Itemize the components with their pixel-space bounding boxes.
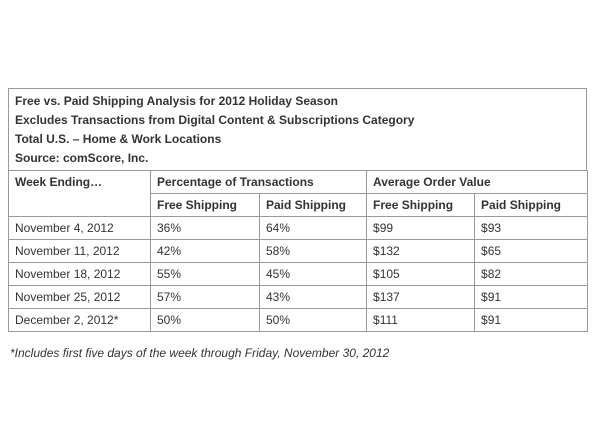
cell: 50% <box>258 308 368 332</box>
cell: 58% <box>258 239 368 263</box>
cell: $82 <box>474 262 589 286</box>
data-row: November 4, 2012 36% 64% $99 $93 <box>8 216 589 240</box>
subheader-cell: Paid Shipping <box>258 193 368 217</box>
cell: $93 <box>474 216 589 240</box>
cell: November 25, 2012 <box>8 285 151 309</box>
group-header: Percentage of Transactions <box>149 170 368 194</box>
subheader-cell: Paid Shipping <box>474 193 589 217</box>
cell: $91 <box>474 285 589 309</box>
cell: 36% <box>150 216 260 240</box>
cell: 64% <box>258 216 368 240</box>
subheader-cell: Free Shipping <box>366 193 476 217</box>
cell: 50% <box>150 308 260 332</box>
cell: $91 <box>474 308 589 332</box>
data-row: December 2, 2012* 50% 50% $111 $91 <box>8 308 589 332</box>
header-line: Total U.S. – Home & Work Locations <box>15 132 222 146</box>
cell: $65 <box>474 239 589 263</box>
table-body: Week Ending… Percentage of Transactions … <box>8 170 589 332</box>
cell: $132 <box>366 239 476 263</box>
cell: November 4, 2012 <box>8 216 151 240</box>
cell: November 11, 2012 <box>8 239 151 263</box>
week-header: Week Ending… <box>8 170 151 217</box>
subheader-row: Free Shipping Paid Shipping Free Shipping P… <box>9 193 589 217</box>
cell: $99 <box>366 216 476 240</box>
table-wrapper: Free vs. Paid Shipping Analysis for 2012… <box>8 88 589 332</box>
data-row: November 25, 2012 57% 43% $137 $91 <box>8 285 589 309</box>
cell: $137 <box>366 285 476 309</box>
data-table: Week Ending… Percentage of Transactions … <box>8 170 589 332</box>
data-row: November 18, 2012 55% 45% $105 $82 <box>8 262 589 286</box>
cell: 55% <box>150 262 260 286</box>
table-header: Free vs. Paid Shipping Analysis for 2012… <box>8 88 587 170</box>
cell: 42% <box>150 239 260 263</box>
cell: $111 <box>366 308 476 332</box>
header-line: Excludes Transactions from Digital Conte… <box>15 113 415 127</box>
group-row: Week Ending… Percentage of Transactions … <box>8 170 589 217</box>
cell: 45% <box>258 262 368 286</box>
footnote: *Includes first five days of the week th… <box>10 346 390 360</box>
header-line: Free vs. Paid Shipping Analysis for 2012… <box>15 94 338 108</box>
header-line: Source: comScore, Inc. <box>15 151 149 165</box>
cell: 57% <box>150 285 260 309</box>
data-row: November 11, 2012 42% 58% $132 $65 <box>8 239 589 263</box>
cell: December 2, 2012* <box>8 308 151 332</box>
group-header: Average Order Value <box>366 170 589 194</box>
cell: 43% <box>258 285 368 309</box>
cell: $105 <box>366 262 476 286</box>
cell: November 18, 2012 <box>8 262 151 286</box>
subheader-cell: Free Shipping <box>150 193 260 217</box>
